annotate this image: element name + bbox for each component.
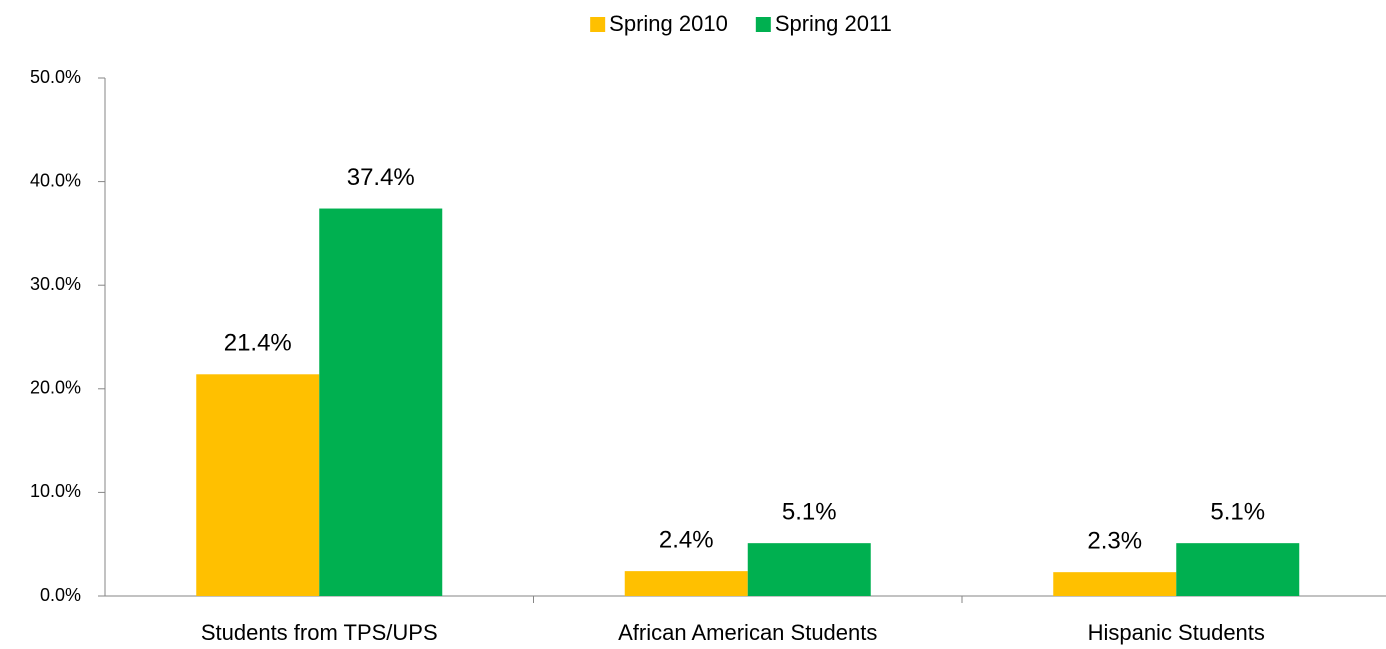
y-tick-label: 0.0%	[40, 585, 81, 605]
legend-label: Spring 2010	[609, 11, 728, 36]
y-tick-label: 50.0%	[30, 67, 81, 87]
bar	[624, 571, 748, 596]
value-label: 5.1%	[782, 499, 837, 526]
value-label: 2.3%	[1087, 528, 1142, 555]
bar	[747, 543, 871, 596]
y-tick-label: 30.0%	[30, 274, 81, 294]
bar	[1053, 572, 1177, 596]
y-tick-label: 40.0%	[30, 170, 81, 190]
x-tick-label: Students from TPS/UPS	[201, 620, 438, 645]
y-tick-label: 20.0%	[30, 378, 81, 398]
x-tick-label: African American Students	[618, 620, 877, 645]
legend-swatch	[755, 17, 771, 32]
x-tick-label: Hispanic Students	[1088, 620, 1265, 645]
value-label: 37.4%	[347, 164, 415, 191]
legend-label: Spring 2011	[775, 11, 892, 36]
bar	[319, 208, 443, 596]
value-label: 5.1%	[1210, 499, 1265, 526]
value-label: 21.4%	[224, 330, 292, 357]
y-tick-label: 10.0%	[30, 481, 81, 501]
bar	[1176, 543, 1300, 596]
value-label: 2.4%	[659, 526, 714, 553]
bar	[196, 374, 320, 596]
legend-swatch	[590, 17, 606, 32]
